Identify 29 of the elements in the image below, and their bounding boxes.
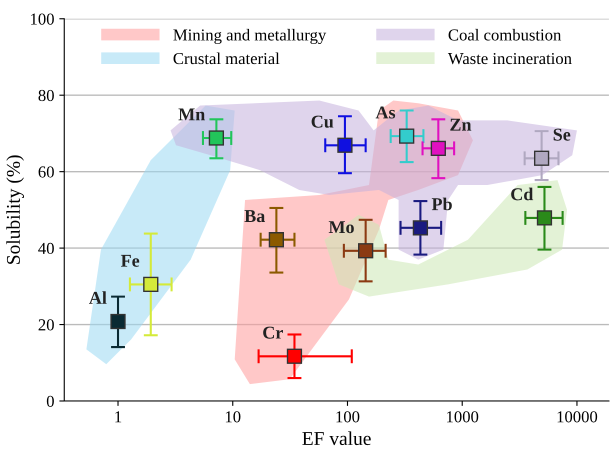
x-tick-label: 100 (336, 411, 360, 422)
series-label: Cu (312, 116, 334, 128)
y-tick-label: 0 (46, 396, 54, 407)
series-label: Mn (178, 108, 205, 120)
legend-label: Crustal material (174, 52, 280, 64)
legend-label: Waste incineration (448, 52, 572, 64)
y-tick-label: 40 (38, 242, 54, 254)
x-tick-label: 1000 (447, 411, 478, 422)
series-label: Pb (432, 198, 452, 210)
series-label: Cd (511, 188, 534, 200)
legend-label: Coal combustion (448, 28, 562, 41)
y-tick-label: 100 (31, 13, 54, 25)
legend-label: Mining and metallurgy (173, 28, 326, 44)
series-label: As (376, 106, 396, 119)
series-label: Al (89, 291, 107, 304)
x-tick-label: 1 (115, 411, 122, 422)
y-tick-label: 20 (38, 319, 54, 330)
series-label: Cr (263, 326, 283, 339)
series-label: Mo (328, 221, 354, 234)
x-axis-title: EF value (302, 431, 371, 446)
series-label: Fe (120, 254, 140, 267)
y-tick-label: 80 (38, 90, 54, 102)
series-label: Ba (244, 210, 265, 222)
x-tick-label: 10 (226, 411, 240, 422)
series-label: Se (554, 128, 570, 141)
x-tick-label: 10000 (558, 411, 598, 422)
y-axis-title: Solubility (%) (6, 155, 24, 264)
y-tick-label: 60 (38, 166, 54, 178)
series-label: Zn (450, 118, 472, 131)
